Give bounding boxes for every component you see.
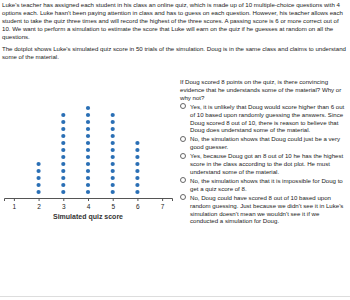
tick: 7 bbox=[161, 198, 165, 210]
dot bbox=[135, 183, 139, 187]
x-axis: 1 2 3 4 5 6 7 bbox=[5, 198, 173, 210]
intro: Luke's teacher has assigned each student… bbox=[2, 1, 348, 41]
dot bbox=[86, 134, 90, 138]
axis-line bbox=[5, 199, 173, 202]
dots bbox=[36, 106, 139, 194]
dot bbox=[36, 183, 40, 187]
radio-button[interactable] bbox=[180, 103, 186, 109]
tick: 2 bbox=[37, 198, 41, 210]
question: If Doug scored 8 points on the quiz, is … bbox=[180, 78, 346, 102]
option[interactable]: Yes, it is unlikely that Doug would scor… bbox=[180, 103, 346, 135]
dot bbox=[61, 134, 65, 138]
radio-button[interactable] bbox=[180, 136, 186, 142]
option-text: No, Doug could have scored 8 out of 10 b… bbox=[190, 194, 346, 226]
dot bbox=[36, 190, 40, 194]
tick-mark bbox=[162, 198, 163, 201]
dot bbox=[86, 113, 90, 117]
option[interactable]: No, the simulation shows that it is impo… bbox=[180, 177, 346, 193]
dot bbox=[111, 190, 115, 194]
dot bbox=[135, 176, 139, 180]
tick-mark bbox=[63, 198, 64, 201]
tick-label: 6 bbox=[136, 203, 140, 210]
divider bbox=[0, 296, 350, 297]
dot bbox=[61, 190, 65, 194]
dot bbox=[61, 183, 65, 187]
dot bbox=[36, 162, 40, 166]
dot bbox=[111, 120, 115, 124]
option[interactable]: No, Doug could have scored 8 out of 10 b… bbox=[180, 194, 346, 226]
dot bbox=[86, 148, 90, 152]
dot bbox=[86, 176, 90, 180]
option[interactable]: No, the simulation shows that Doug could… bbox=[180, 135, 346, 151]
dot bbox=[111, 134, 115, 138]
dot bbox=[86, 127, 90, 131]
tick: 1 bbox=[13, 198, 17, 210]
dot bbox=[36, 169, 40, 173]
dot bbox=[61, 176, 65, 180]
dot bbox=[111, 155, 115, 159]
radio-button[interactable] bbox=[180, 153, 186, 159]
dot bbox=[135, 155, 139, 159]
tick-label: 1 bbox=[13, 203, 17, 210]
dot bbox=[135, 169, 139, 173]
dot bbox=[86, 106, 90, 110]
dot bbox=[135, 162, 139, 166]
dot bbox=[86, 169, 90, 173]
dot bbox=[61, 127, 65, 131]
question-panel: If Doug scored 8 points on the quiz, is … bbox=[180, 78, 346, 225]
dot bbox=[61, 155, 65, 159]
tick-mark bbox=[137, 198, 138, 201]
tick-label: 2 bbox=[37, 203, 41, 210]
dot bbox=[111, 169, 115, 173]
option[interactable]: Yes, because Doug got an 8 out of 10 he … bbox=[180, 152, 346, 176]
dot bbox=[61, 120, 65, 124]
dot bbox=[111, 148, 115, 152]
dot bbox=[135, 148, 139, 152]
tick-label: 5 bbox=[111, 203, 115, 210]
option-text: Yes, it is unlikely that Doug would scor… bbox=[190, 103, 346, 135]
dot bbox=[111, 183, 115, 187]
dot bbox=[61, 148, 65, 152]
dot bbox=[86, 120, 90, 124]
dot bbox=[61, 113, 65, 117]
option-text: No, the simulation shows that Doug could… bbox=[190, 135, 346, 151]
option-text: No, the simulation shows that it is impo… bbox=[190, 177, 346, 193]
dot bbox=[135, 190, 139, 194]
dot bbox=[36, 176, 40, 180]
tick: 6 bbox=[136, 198, 140, 210]
dot bbox=[86, 190, 90, 194]
dot-plot: 1 2 3 4 5 6 7 Simulated quiz score bbox=[0, 74, 178, 239]
tick: 4 bbox=[87, 198, 91, 210]
dot bbox=[61, 141, 65, 145]
tick-mark bbox=[39, 198, 40, 201]
dot bbox=[86, 183, 90, 187]
dot bbox=[86, 162, 90, 166]
tick: 3 bbox=[62, 198, 66, 210]
dot bbox=[111, 127, 115, 131]
option-text: Yes, because Doug got an 8 out of 10 he … bbox=[190, 152, 346, 176]
radio-button[interactable] bbox=[180, 194, 186, 200]
dot bbox=[61, 169, 65, 173]
tick-mark bbox=[88, 198, 89, 201]
tick: 5 bbox=[111, 198, 115, 210]
dot bbox=[86, 155, 90, 159]
dot bbox=[111, 113, 115, 117]
tick-label: 7 bbox=[161, 203, 165, 210]
x-axis-title: Simulated quiz score bbox=[53, 213, 123, 221]
dot bbox=[61, 162, 65, 166]
tick-label: 3 bbox=[62, 203, 66, 210]
tick-mark bbox=[14, 198, 15, 201]
description: The dotplot shows Luke's simulated quiz … bbox=[2, 45, 348, 61]
dot bbox=[86, 141, 90, 145]
dot bbox=[111, 176, 115, 180]
radio-button[interactable] bbox=[180, 177, 186, 183]
tick-label: 4 bbox=[87, 203, 91, 210]
dot bbox=[111, 141, 115, 145]
dot bbox=[111, 162, 115, 166]
tick-mark bbox=[113, 198, 114, 201]
dot bbox=[135, 141, 139, 145]
